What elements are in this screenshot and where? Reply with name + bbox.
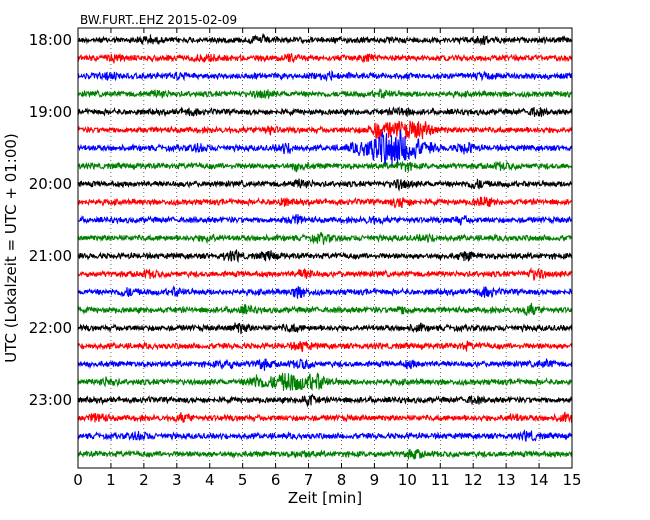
y-tick-label: 21:00 [29, 247, 72, 265]
vertical-grid [110, 28, 540, 468]
seismic-trace [77, 302, 573, 316]
x-tick-label: 3 [172, 471, 182, 489]
seismic-trace [77, 393, 573, 408]
y-tick-label: 23:00 [29, 391, 72, 409]
seismic-trace [77, 429, 573, 442]
y-tick-label: 19:00 [29, 103, 72, 121]
seismic-trace [77, 87, 573, 100]
seismic-trace [77, 340, 573, 353]
x-tick-label: 9 [370, 471, 380, 489]
x-tick-label: 8 [337, 471, 347, 489]
x-tick-label: 10 [398, 471, 417, 489]
x-axis-label: Zeit [min] [288, 489, 362, 507]
x-tick-label: 14 [530, 471, 549, 489]
y-axis-label: UTC (Lokalzeit = UTC + 01:00) [2, 133, 20, 363]
seismic-trace [77, 69, 573, 82]
seismic-trace [77, 130, 573, 166]
seismic-trace [77, 160, 573, 173]
seismic-trace [77, 214, 573, 226]
y-tick-label: 18:00 [29, 31, 72, 49]
seismic-trace [77, 285, 573, 299]
chart-title: BW.FURT..EHZ 2015-02-09 [80, 13, 237, 27]
x-tick-label: 1 [106, 471, 116, 489]
x-tick-label: 15 [562, 471, 581, 489]
x-tick-label: 4 [205, 471, 215, 489]
axis-ticks: 0 1 2 3 4 5 6 7 8 9 10 11 12 13 14 1518:0019:0020:0021:… [29, 28, 582, 489]
trace-layer [77, 32, 573, 460]
y-tick-label: 22:00 [29, 319, 72, 337]
x-tick-label: 11 [431, 471, 450, 489]
seismic-trace [77, 322, 573, 335]
seismic-trace [77, 178, 573, 192]
x-tick-label: 0 [73, 471, 83, 489]
x-tick-label: 6 [271, 471, 281, 489]
seismic-trace [77, 358, 573, 371]
seismic-trace [77, 120, 573, 140]
x-tick-label: 7 [304, 471, 314, 489]
seismic-trace [77, 52, 573, 64]
axes-frame [77, 27, 573, 469]
y-tick-label: 20:00 [29, 175, 72, 193]
seismic-trace [77, 411, 573, 424]
x-tick-label: 2 [139, 471, 149, 489]
seismic-trace [77, 266, 573, 281]
x-tick-label: 13 [497, 471, 516, 489]
seismic-trace [77, 32, 573, 47]
seismic-trace [77, 372, 573, 391]
seismic-trace [77, 106, 573, 118]
seismic-trace [77, 448, 573, 460]
x-tick-label: 5 [238, 471, 248, 489]
seismic-trace [77, 196, 573, 209]
x-tick-label: 12 [464, 471, 483, 489]
seismic-trace [77, 231, 573, 245]
seismic-trace [77, 248, 573, 264]
